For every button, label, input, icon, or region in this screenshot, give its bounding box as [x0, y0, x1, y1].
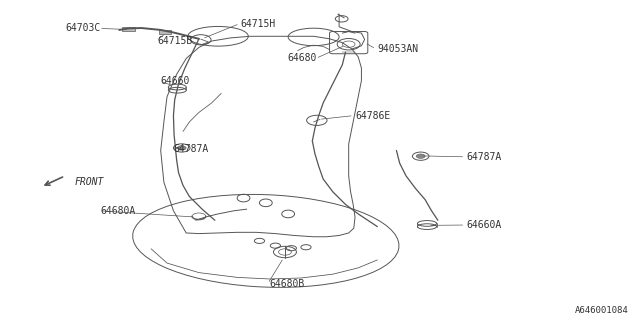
Text: 64715H: 64715H [241, 19, 276, 28]
Text: 64680B: 64680B [269, 279, 304, 289]
Text: 64715B: 64715B [157, 36, 193, 46]
Circle shape [416, 154, 425, 158]
Text: 64787A: 64787A [173, 144, 209, 154]
Text: 64680: 64680 [287, 53, 317, 63]
Circle shape [177, 146, 186, 150]
Text: 64786E: 64786E [355, 111, 390, 121]
Text: 64660A: 64660A [467, 220, 502, 230]
Text: 64680A: 64680A [100, 206, 136, 216]
FancyBboxPatch shape [159, 30, 171, 34]
Text: 64703C: 64703C [65, 23, 100, 33]
Text: 64787A: 64787A [467, 152, 502, 162]
Text: A646001084: A646001084 [575, 306, 629, 315]
FancyBboxPatch shape [122, 27, 135, 31]
Text: FRONT: FRONT [75, 177, 104, 187]
Text: 64660: 64660 [161, 76, 190, 86]
Text: 94053AN: 94053AN [378, 44, 419, 54]
